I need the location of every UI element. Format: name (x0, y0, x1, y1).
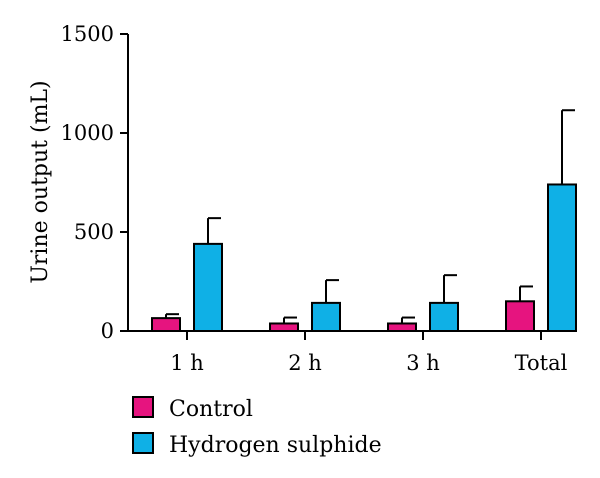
legend-swatch (132, 396, 154, 418)
bar-control (505, 300, 535, 332)
bar-control (269, 322, 299, 333)
legend-swatch (132, 432, 154, 454)
bar-control (151, 317, 181, 333)
y-tick-label: 1000 (61, 121, 114, 145)
y-axis-title: Urine output (mL) (28, 80, 53, 283)
x-axis: 1 h 2 h 3 h Total (128, 330, 575, 375)
y-tick-label: 1500 (61, 22, 114, 46)
x-tick-label: 1 h (170, 351, 204, 375)
bar-hydrogen-sulphide (193, 242, 223, 333)
y-tick-label: 0 (101, 319, 114, 343)
bar-hydrogen-sulphide (429, 301, 459, 333)
x-tick-label: Total (515, 351, 568, 375)
y-axis: 0 500 1000 1500 (61, 22, 129, 343)
bar-hydrogen-sulphide (547, 183, 577, 332)
legend: Control Hydrogen sulphide (132, 396, 382, 458)
bar-control (387, 322, 417, 333)
error-bars (165, 109, 575, 324)
legend-label: Hydrogen sulphide (169, 433, 382, 458)
bar-hydrogen-sulphide (311, 301, 341, 333)
x-tick-label: 2 h (288, 351, 322, 375)
legend-label: Control (169, 397, 253, 422)
y-tick-label: 500 (74, 220, 114, 244)
bars (151, 183, 577, 333)
x-tick-label: 3 h (406, 351, 440, 375)
